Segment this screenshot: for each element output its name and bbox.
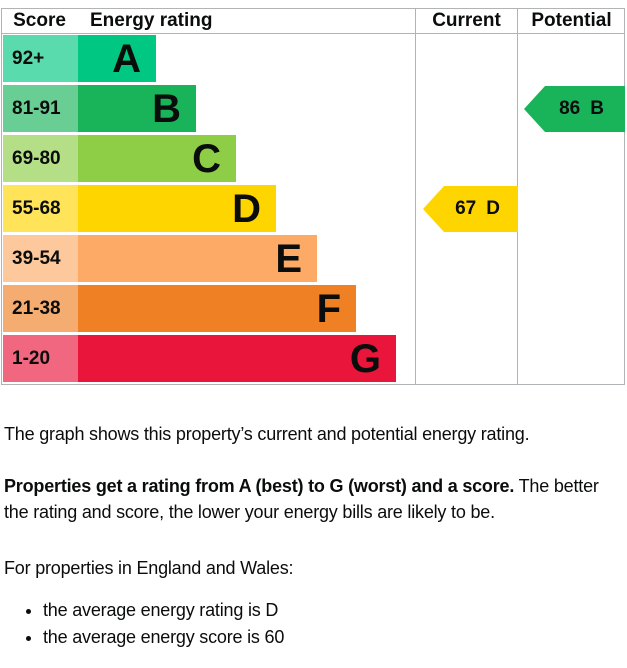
epc-rating-page: Score Energy rating Current Potential 92…	[0, 0, 627, 651]
band-letter-b: B	[152, 86, 181, 131]
rating-row-e: 39-54 E	[3, 235, 317, 282]
score-range-e: 39-54	[3, 235, 78, 282]
rating-explanation-rest: The better the rating and score, the low…	[4, 476, 599, 522]
table-header-divider	[1, 33, 625, 34]
band-bar-a: A	[78, 35, 156, 82]
header-current: Current	[432, 10, 501, 31]
region-heading: For properties in England and Wales:	[4, 558, 294, 578]
band-letter-a: A	[112, 36, 141, 81]
current-score: 67	[455, 198, 477, 219]
rating-row-d: 55-68 D	[3, 185, 276, 232]
band-bar-d: D	[78, 185, 276, 232]
energy-rating-chart: Score Energy rating Current Potential 92…	[1, 8, 625, 385]
score-range-a: 92+	[3, 35, 78, 82]
potential-score: 86	[559, 98, 581, 119]
band-letter-f: F	[316, 286, 341, 331]
current-rating-marker: 67 D	[423, 186, 518, 232]
table-border-left	[1, 8, 2, 385]
rating-row-f: 21-38 F	[3, 285, 356, 332]
band-letter-g: G	[349, 336, 381, 381]
rating-row-c: 69-80 C	[3, 135, 236, 182]
table-border-bottom	[1, 384, 625, 385]
rating-row-a: 92+ A	[3, 35, 156, 82]
header-score: Score	[13, 10, 66, 31]
band-letter-d: D	[232, 186, 261, 231]
description-section: The graph shows this property’s current …	[4, 421, 624, 651]
header-potential: Potential	[531, 10, 612, 31]
rating-row-b: 81-91 B	[3, 85, 196, 132]
graph-description: The graph shows this property’s current …	[4, 424, 530, 444]
band-bar-f: F	[78, 285, 356, 332]
current-column-divider	[415, 8, 416, 385]
rating-explanation-bold: Properties get a rating from A (best) to…	[4, 476, 515, 496]
band-letter-c: C	[192, 136, 221, 181]
band-bar-c: C	[78, 135, 236, 182]
score-range-c: 69-80	[3, 135, 78, 182]
band-bar-b: B	[78, 85, 196, 132]
band-bar-g: G	[78, 335, 396, 382]
table-border-right	[624, 8, 625, 385]
header-energy-rating: Energy rating	[90, 10, 213, 31]
table-border-top	[1, 8, 625, 9]
band-letter-e: E	[275, 236, 302, 281]
score-range-g: 1-20	[3, 335, 78, 382]
rating-row-g: 1-20 G	[3, 335, 396, 382]
score-range-d: 55-68	[3, 185, 78, 232]
current-letter: D	[486, 198, 500, 219]
average-stats-list: the average energy rating is D the avera…	[4, 597, 624, 651]
potential-letter: B	[590, 98, 604, 119]
rating-explanation: Properties get a rating from A (best) to…	[4, 473, 624, 525]
average-rating-item: the average energy rating is D	[43, 597, 624, 624]
potential-rating-marker: 86 B	[524, 86, 625, 132]
band-bar-e: E	[78, 235, 317, 282]
score-range-b: 81-91	[3, 85, 78, 132]
average-score-item: the average energy score is 60	[43, 624, 624, 651]
score-range-f: 21-38	[3, 285, 78, 332]
